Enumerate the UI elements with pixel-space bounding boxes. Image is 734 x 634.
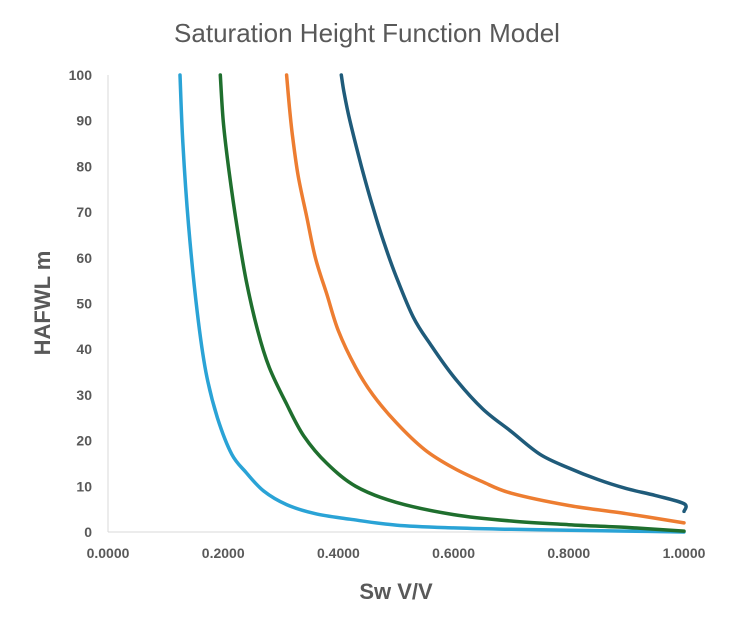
y-tick-label: 60: [76, 250, 92, 266]
y-tick-label: 40: [76, 341, 92, 357]
chart-title: Saturation Height Function Model: [174, 18, 560, 48]
y-tick-label: 90: [76, 113, 92, 129]
y-tick-label: 0: [84, 524, 92, 540]
x-tick-label: 0.6000: [432, 545, 475, 561]
x-tick-label: 1.0000: [663, 545, 706, 561]
y-tick-label: 80: [76, 158, 92, 174]
x-axis-label: Sw V/V: [359, 579, 433, 604]
y-tick-label: 10: [76, 478, 92, 494]
series-line-curve-1: [178, 73, 686, 534]
series-line-curve-2: [218, 73, 686, 533]
y-tick-label: 30: [76, 387, 92, 403]
x-tick-label: 0.4000: [317, 545, 360, 561]
x-tick-label: 0.0000: [87, 545, 130, 561]
axes: [107, 75, 684, 533]
y-tick-label: 50: [76, 296, 92, 312]
y-tick-label: 70: [76, 204, 92, 220]
x-tick-label: 0.8000: [547, 545, 590, 561]
series-line-curve-4: [339, 73, 688, 514]
series-lines: [178, 73, 688, 534]
y-axis-label: HAFWL m: [30, 251, 55, 356]
y-tick-label: 20: [76, 433, 92, 449]
x-tick-label: 0.2000: [202, 545, 245, 561]
y-tick-label: 100: [69, 67, 93, 83]
series-line-curve-3: [284, 73, 686, 525]
tick-labels: 0 10 20 30 40 50 60 70 80 90 100 0.0000 0.2000 0.4000…: [69, 67, 706, 561]
